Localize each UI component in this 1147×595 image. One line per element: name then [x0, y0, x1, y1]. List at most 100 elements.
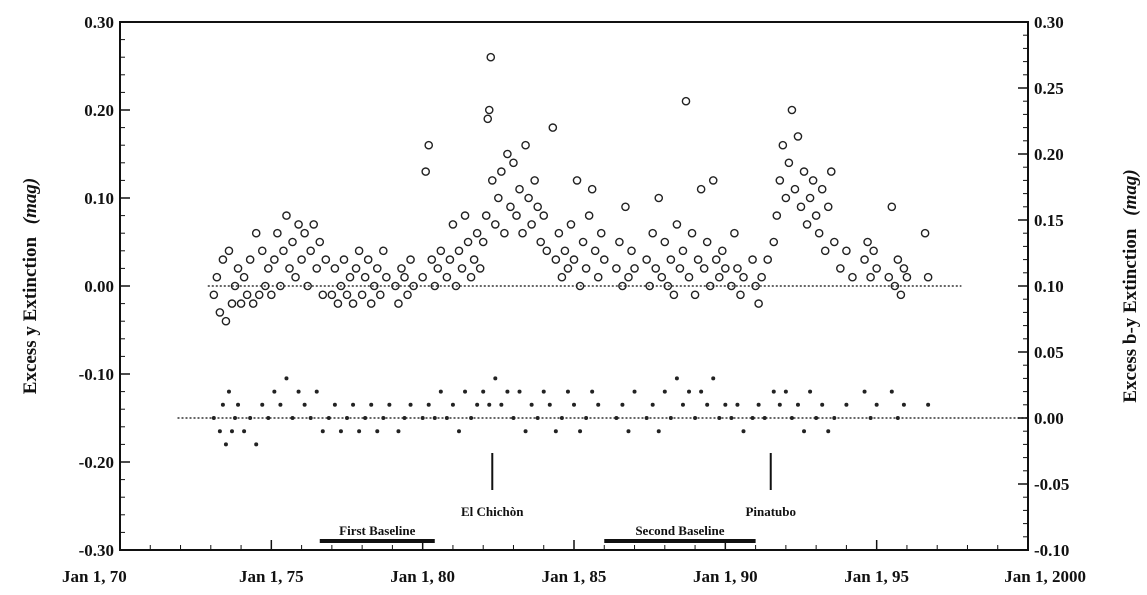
b-y-extinction-point: [320, 429, 325, 434]
y-extinction-point: [224, 246, 234, 256]
baseline-bars: First Baseline Second Baseline: [319, 523, 756, 543]
y-extinction-point: [884, 272, 894, 282]
y-extinction-point: [575, 281, 585, 291]
y-extinction-point: [418, 272, 427, 282]
y-extinction-point: [899, 264, 909, 273]
y-extinction-point: [330, 264, 340, 273]
b-y-extinction-point: [426, 402, 431, 407]
b-y-extinction-point: [475, 402, 480, 407]
b-y-extinction-point: [456, 429, 461, 434]
y-extinction-point: [515, 184, 524, 194]
y-extinction-point: [860, 255, 869, 264]
b-y-extinction-point: [481, 389, 486, 394]
b-y-extinction-point: [578, 429, 583, 434]
y-extinction-point: [285, 264, 294, 273]
y-extinction-point: [327, 290, 337, 300]
x-tick-label: Jan 1, 95: [844, 567, 909, 586]
right-tick-label: -0.05: [1034, 475, 1069, 494]
y-extinction-point: [799, 167, 809, 176]
y-extinction-point: [245, 255, 255, 264]
y-extinction-point: [808, 176, 818, 185]
left-tick-label: 0.00: [84, 277, 114, 296]
y-extinction-point: [920, 228, 930, 238]
b-y-extinction-point: [729, 416, 734, 420]
y-extinction-point: [560, 246, 570, 256]
b-y-extinction-point: [662, 389, 667, 394]
y-extinction-point: [209, 290, 219, 300]
y-extinction-point: [893, 255, 903, 264]
b-y-extinction-point: [565, 389, 570, 394]
y-extinction-point: [757, 272, 766, 282]
y-extinction-point: [445, 255, 455, 264]
b-y-extinction-point: [363, 416, 368, 420]
y-extinction-point: [887, 202, 897, 212]
b-y-extinction-point: [284, 376, 289, 381]
y-extinction-point: [666, 255, 676, 264]
b-y-extinction-point: [826, 429, 831, 434]
y-extinction-point: [590, 246, 600, 256]
b-y-extinction-point: [432, 416, 437, 420]
b-y-extinction-point: [332, 402, 337, 407]
b-y-extinction-point: [687, 389, 692, 394]
y-extinction-point: [436, 246, 446, 256]
y-extinction-point: [721, 264, 730, 273]
b-y-extinction-point: [220, 402, 225, 407]
y-extinction-point: [509, 158, 518, 168]
b-y-extinction-point: [868, 416, 873, 420]
right-tick-label: 0.20: [1034, 145, 1064, 164]
y-extinction-point: [315, 237, 325, 247]
y-extinction-point: [748, 255, 757, 264]
y-extinction-point: [512, 211, 521, 220]
y-extinction-point: [236, 299, 246, 308]
b-y-extinction-point: [844, 402, 849, 407]
y-extinction-point: [486, 52, 496, 62]
y-extinction-point: [802, 220, 812, 229]
y-extinction-point: [863, 237, 872, 247]
y-extinction-point: [397, 264, 406, 273]
right-axis-tick-labels: 0.30 0.25 0.20 0.15 0.10 0.05 0.00 -0.05 -0.10: [1034, 13, 1069, 560]
y-extinction-point: [896, 290, 906, 300]
y-extinction-point: [796, 202, 806, 212]
b-y-extinction-point: [272, 389, 277, 394]
y-extinction-point: [300, 228, 309, 238]
b-y-extinction-point: [338, 429, 343, 434]
y-extinction-point: [630, 264, 639, 273]
y-extinction-point: [321, 255, 331, 264]
y-extinction-point: [587, 184, 597, 194]
y-extinction-point: [705, 281, 715, 291]
left-tick-label: 0.30: [84, 13, 114, 32]
y-extinction-point: [890, 281, 900, 291]
b-y-extinction-point: [229, 429, 234, 434]
y-extinction-point: [288, 237, 297, 247]
y-extinction-point: [360, 272, 370, 282]
y-extinction-point: [506, 202, 515, 212]
y-extinction-point: [578, 237, 588, 247]
left-axis-title-text: Excess y Extinction: [20, 237, 41, 395]
y-extinction-point: [273, 228, 282, 238]
b-y-extinction-point: [326, 416, 331, 420]
b-y-extinction-point: [559, 416, 564, 420]
b-y-extinction-point: [590, 389, 595, 394]
y-extinction-point: [351, 264, 361, 273]
y-extinction-point: [487, 176, 497, 185]
b-y-extinction-point: [290, 416, 295, 420]
left-tick-label: 0.10: [84, 189, 114, 208]
eruption-label: El Chichòn: [461, 504, 524, 519]
y-extinction-point: [481, 211, 491, 220]
y-extinction-point: [267, 290, 276, 300]
y-extinction-point: [554, 228, 564, 238]
y-extinction-point: [527, 220, 536, 229]
y-extinction-point: [751, 281, 760, 291]
y-extinction-point: [778, 140, 788, 150]
y-extinction-point: [406, 255, 415, 264]
y-extinction-point: [394, 299, 403, 308]
y-extinction-point: [294, 220, 303, 229]
b-y-extinction-point: [296, 389, 301, 394]
y-extinction-point: [348, 299, 358, 308]
y-extinction-point: [215, 308, 225, 317]
b-y-extinction-point: [517, 389, 522, 394]
y-extinction-point: [309, 220, 319, 229]
y-extinction-point: [442, 272, 452, 282]
svg-text:Excess y Extinction (m: Excess y Extinction (mag): [20, 178, 41, 394]
y-extinction-point: [212, 272, 222, 282]
